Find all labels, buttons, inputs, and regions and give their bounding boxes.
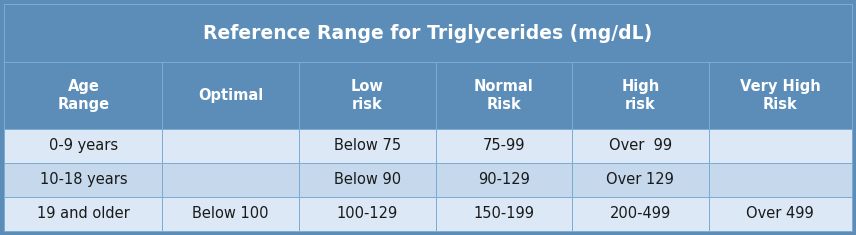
Bar: [572, 62, 709, 129]
Bar: [299, 62, 436, 129]
Bar: [299, 163, 436, 197]
Text: 150-199: 150-199: [473, 206, 534, 221]
Text: 200-499: 200-499: [609, 206, 671, 221]
Bar: [163, 129, 299, 163]
Bar: [163, 62, 299, 129]
Text: Optimal: Optimal: [198, 88, 264, 103]
Text: 75-99: 75-99: [483, 138, 525, 153]
Text: 90-129: 90-129: [478, 172, 530, 187]
Text: Very High
Risk: Very High Risk: [740, 79, 821, 112]
Text: Age
Range: Age Range: [57, 79, 110, 112]
Bar: [709, 62, 852, 129]
Text: Over  99: Over 99: [609, 138, 672, 153]
Text: 10-18 years: 10-18 years: [39, 172, 128, 187]
Bar: [709, 129, 852, 163]
Bar: [299, 129, 436, 163]
Text: Normal
Risk: Normal Risk: [474, 79, 533, 112]
Text: Below 75: Below 75: [334, 138, 401, 153]
Text: 0-9 years: 0-9 years: [49, 138, 118, 153]
Text: Below 100: Below 100: [193, 206, 269, 221]
Bar: [436, 163, 572, 197]
Text: High
risk: High risk: [621, 79, 659, 112]
Bar: [436, 197, 572, 231]
Text: Reference Range for Triglycerides (mg/dL): Reference Range for Triglycerides (mg/dL…: [204, 24, 652, 43]
Text: Over 129: Over 129: [606, 172, 675, 187]
Text: Over 499: Over 499: [746, 206, 814, 221]
Bar: [4, 129, 163, 163]
Bar: [4, 197, 163, 231]
Bar: [709, 163, 852, 197]
Bar: [163, 163, 299, 197]
Text: 19 and older: 19 and older: [37, 206, 130, 221]
Text: Below 90: Below 90: [334, 172, 401, 187]
Text: Low
risk: Low risk: [351, 79, 383, 112]
Bar: [4, 4, 852, 62]
Bar: [572, 129, 709, 163]
Bar: [163, 197, 299, 231]
Bar: [299, 197, 436, 231]
Bar: [436, 62, 572, 129]
Bar: [572, 163, 709, 197]
Bar: [572, 197, 709, 231]
Bar: [709, 197, 852, 231]
Text: 100-129: 100-129: [336, 206, 398, 221]
Bar: [4, 163, 163, 197]
Bar: [4, 62, 163, 129]
Bar: [436, 129, 572, 163]
